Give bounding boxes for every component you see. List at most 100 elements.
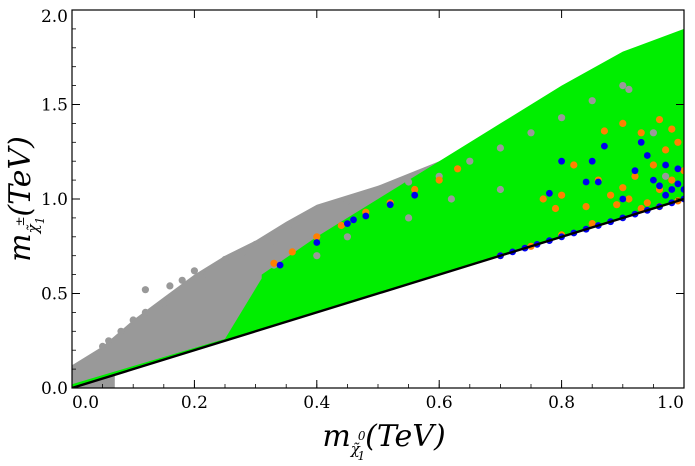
gray-point	[313, 252, 321, 260]
gray-point	[374, 187, 382, 195]
gray-point	[141, 286, 149, 294]
orange-point	[558, 191, 566, 199]
gray-point	[270, 237, 278, 245]
data-layer	[72, 28, 684, 388]
y-tick-label: 1.0	[41, 190, 68, 210]
blue-point	[662, 191, 669, 199]
gray-point	[343, 197, 351, 205]
blue-point	[637, 138, 645, 146]
blue-point	[276, 261, 284, 269]
blue-point	[601, 142, 608, 150]
orange-point	[435, 176, 443, 184]
orange-point	[674, 138, 682, 146]
gray-point	[649, 129, 658, 137]
x-axis-label-unit: (TeV)	[365, 419, 446, 454]
blue-point	[546, 189, 553, 197]
gray-point	[160, 299, 168, 307]
x-axis-label-subscript: χ̃	[350, 440, 361, 458]
x-tick-label: 0.8	[548, 393, 575, 413]
gray-point	[239, 248, 247, 256]
blue-point	[619, 195, 627, 203]
gray-point	[190, 267, 198, 275]
y-axis-label-superscript: ±	[13, 216, 27, 226]
orange-point	[551, 204, 560, 213]
blue-point	[350, 216, 357, 224]
orange-point	[588, 220, 596, 228]
gray-point	[141, 308, 149, 316]
gray-point	[99, 342, 107, 350]
blue-point	[674, 180, 682, 188]
orange-point	[613, 201, 621, 209]
gray-point	[405, 214, 413, 222]
orange-point	[619, 119, 627, 127]
y-tick-label: 0.5	[41, 285, 68, 305]
orange-point	[662, 146, 670, 154]
blue-point	[650, 176, 657, 184]
gray-point	[619, 82, 627, 90]
gray-point	[405, 178, 413, 186]
orange-point	[655, 116, 664, 124]
blue-point	[386, 201, 394, 209]
x-tick-label: 0.4	[303, 393, 330, 413]
gray-point	[496, 144, 504, 152]
y-axis-label: mχ̃± 1(TeV)	[3, 136, 47, 262]
gray-point	[558, 114, 566, 122]
orange-point	[619, 184, 627, 192]
blue-point	[582, 178, 590, 186]
y-tick-label: 1.5	[41, 96, 68, 116]
gray-point	[288, 220, 296, 228]
orange-point	[668, 176, 676, 184]
orange-point	[454, 165, 462, 173]
x-axis-label-index: 1	[358, 449, 366, 463]
x-axis-label-superscript: 0	[358, 429, 366, 443]
x-axis-label-prefix: m	[322, 419, 350, 454]
gray-point	[527, 129, 535, 137]
x-axis-label: mχ̃0 1(TeV)	[322, 419, 445, 463]
blue-point	[558, 157, 565, 165]
orange-point	[411, 185, 419, 194]
blue-point	[313, 239, 321, 246]
gray-point	[496, 185, 504, 194]
orange-point	[337, 221, 345, 230]
gray-point	[625, 85, 633, 93]
blue-point	[668, 186, 676, 193]
x-tick-label: 0.0	[72, 393, 99, 413]
blue-point	[344, 220, 351, 228]
orange-point	[607, 191, 615, 199]
orange-point	[643, 199, 651, 207]
orange-point	[270, 259, 278, 267]
y-axis-label-unit: (TeV)	[3, 136, 38, 217]
gray-point	[105, 337, 113, 345]
blue-point	[656, 182, 663, 190]
orange-point	[637, 204, 645, 213]
x-tick-label: 0.2	[181, 393, 208, 413]
y-axis-label-index: 1	[33, 217, 47, 225]
gray-point	[252, 240, 260, 248]
orange-point	[582, 203, 590, 211]
gray-point	[203, 271, 211, 279]
gray-point	[178, 276, 186, 284]
tick-layer: 0.0 0.2 0.4 0.6 0.8 1.0 0.0 0.5 1.0 1.5 2.0	[41, 7, 685, 413]
blue-point	[674, 165, 682, 173]
gray-point	[221, 255, 229, 264]
orange-point	[631, 172, 639, 180]
gray-point	[117, 327, 125, 335]
gray-point	[588, 97, 596, 105]
blue-point	[643, 152, 651, 159]
y-axis-label-prefix: m	[3, 233, 38, 261]
blue-point	[594, 178, 602, 186]
orange-point	[600, 127, 609, 135]
blue-point	[362, 212, 370, 220]
orange-point	[539, 195, 547, 203]
orange-point	[637, 129, 645, 137]
gray-point	[466, 157, 474, 165]
blue-point	[411, 191, 419, 199]
y-axis-label-subscript: χ̃	[24, 223, 42, 234]
gray-point	[92, 352, 101, 360]
orange-point	[668, 125, 676, 133]
blue-point	[588, 157, 596, 165]
blue-point	[631, 167, 639, 175]
y-tick-label: 2.0	[41, 7, 68, 27]
gray-point	[447, 195, 455, 203]
